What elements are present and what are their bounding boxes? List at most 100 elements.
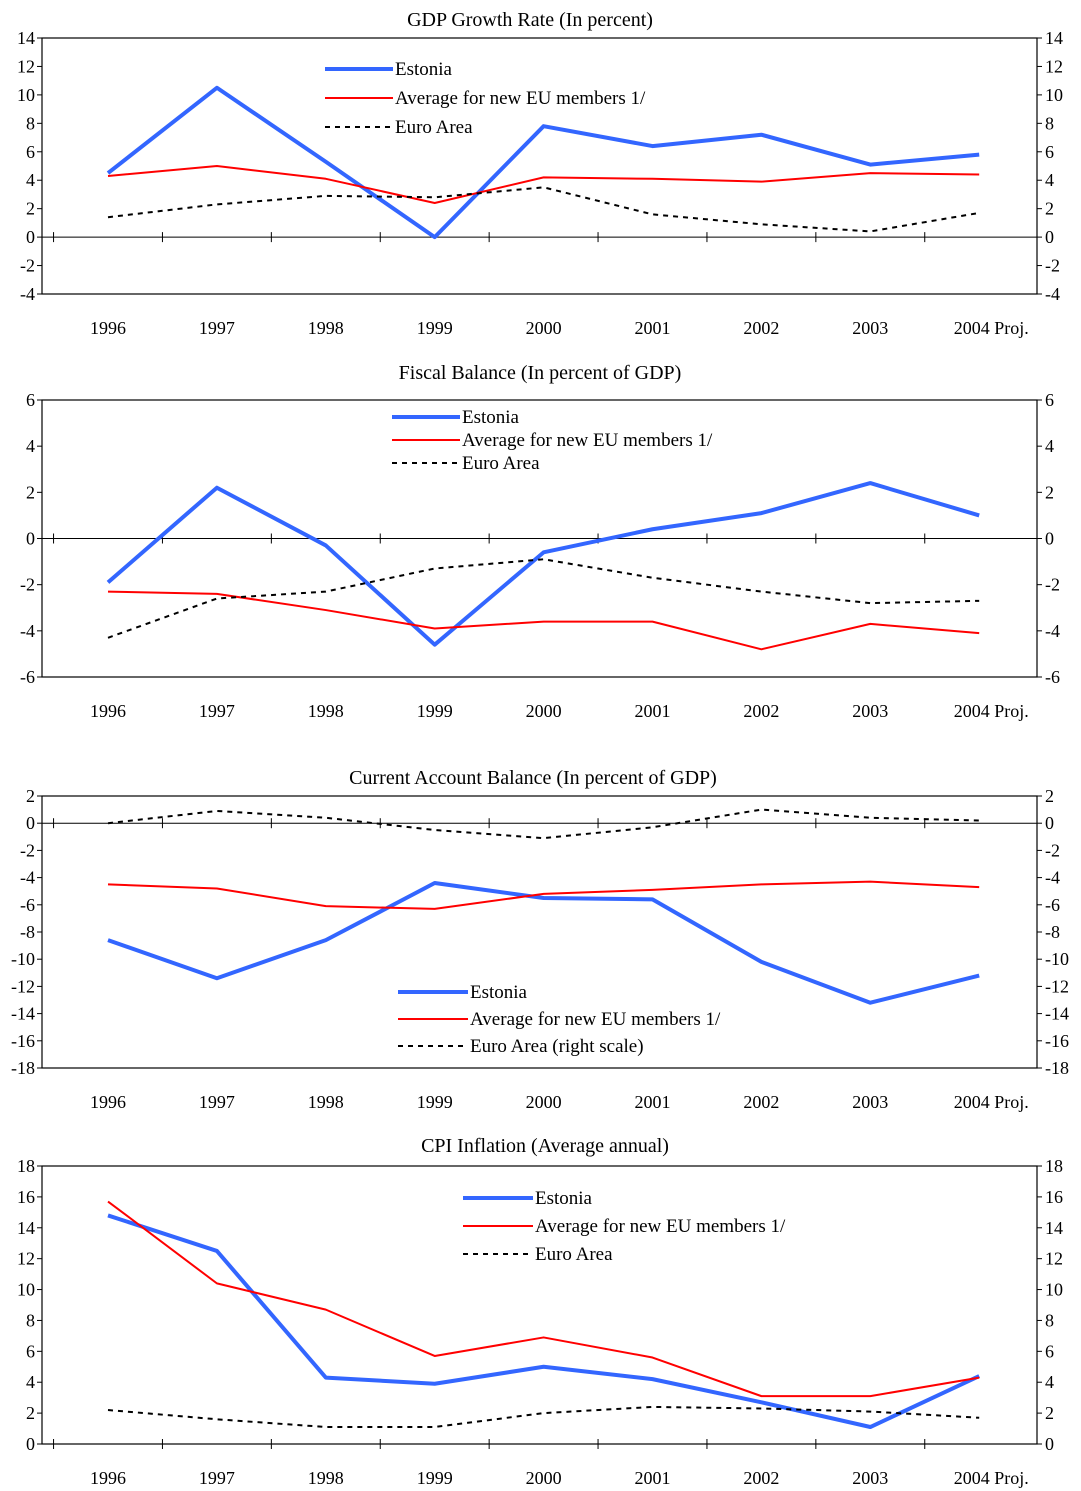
y-tick-label-left: -18 [11,1058,35,1078]
series-line-3 [107,186,980,233]
chart-title: CPI Inflation (Average annual) [421,1135,669,1157]
x-tick-label: 1999 [417,1092,453,1112]
y-tick-label-left: 4 [26,1372,35,1392]
series-line-2 [107,1200,980,1398]
x-tick-label: 2002 [743,318,779,338]
current-account-chart: Current Account Balance (In percent of G… [0,760,1081,1125]
y-tick-label-left: 2 [26,1403,35,1423]
x-tick-label: 2003 [852,318,888,338]
y-tick-label-left: 14 [17,28,35,48]
legend-label-1: Estonia [470,982,528,1003]
legend-label-3: Euro Area [462,453,540,474]
x-tick-label: 1999 [417,1468,453,1488]
x-tick-label: 1996 [90,318,126,338]
plot-frame [41,1165,1038,1445]
y-tick-label-left: 16 [17,1187,35,1207]
x-tick-label: 2001 [635,318,671,338]
x-tick-label: 1999 [417,701,453,721]
y-tick-label-left: 8 [26,1310,35,1330]
plot-frame [41,37,1038,295]
x-tick-label: 2000 [526,701,562,721]
x-tick-label: 2002 [743,701,779,721]
y-tick-label-left: -4 [20,621,35,641]
legend-label-3: Euro Area [395,117,473,138]
y-tick-label-right: 16 [1045,1187,1063,1207]
legend-label-2: Average for new EU members 1/ [535,1216,786,1237]
y-tick-label-left: 10 [17,85,35,105]
series-line-3 [107,558,980,639]
series-line-3 [107,808,980,840]
x-tick-label: 2001 [635,1468,671,1488]
y-tick-label-left: 6 [26,1341,35,1361]
y-tick-label-left: 0 [26,227,35,247]
y-tick-label-left: -16 [11,1031,35,1051]
x-tick-label: 2003 [852,1092,888,1112]
y-tick-label-left: 12 [17,56,35,76]
x-tick-label: 1997 [199,1468,235,1488]
y-tick-label-right: -12 [1045,976,1069,996]
x-tick-label: 2003 [852,701,888,721]
y-tick-label-left: -6 [20,667,35,687]
y-tick-label-left: -14 [11,1004,35,1024]
y-tick-label-left: 0 [26,1434,35,1454]
chart-title: Current Account Balance (In percent of G… [349,767,717,789]
y-tick-label-left: 2 [26,482,35,502]
legend-label-2: Average for new EU members 1/ [395,88,646,109]
y-tick-label-right: -2 [1045,575,1060,595]
legend-label-3: Euro Area [535,1244,613,1265]
y-tick-label-left: -2 [20,575,35,595]
y-tick-label-left: 8 [26,113,35,133]
y-tick-label-left: -4 [20,284,35,304]
y-tick-label-right: 14 [1045,28,1063,48]
y-tick-label-left: 6 [26,390,35,410]
series-line-2 [107,165,980,204]
y-tick-label-left: 0 [26,813,35,833]
y-tick-label-right: 12 [1045,56,1063,76]
y-tick-label-right: -4 [1045,621,1060,641]
y-tick-label-right: -8 [1045,922,1060,942]
x-tick-label: 2001 [635,1092,671,1112]
legend-label-1: Estonia [395,59,453,80]
x-tick-label: 2002 [743,1468,779,1488]
series-line-1 [106,85,980,240]
legend-label-2: Average for new EU members 1/ [470,1009,721,1030]
y-tick-label-right: 0 [1045,813,1054,833]
y-tick-label-left: 14 [17,1218,35,1238]
series-line-2 [107,590,980,651]
y-tick-label-left: -12 [11,976,35,996]
x-tick-label: 2000 [526,1468,562,1488]
series-line-1 [106,481,980,647]
gdp-growth-svg: GDP Growth Rate (In percent) -4 -4 -2 -2 0 0 2 2… [17,9,1063,338]
legend-label-3: Euro Area (right scale) [470,1036,644,1057]
y-tick-label-right: 14 [1045,1218,1063,1238]
y-tick-label-left: 2 [26,199,35,219]
x-tick-label: 2004 Proj. [954,1092,1029,1112]
y-tick-label-left: -4 [20,868,35,888]
y-tick-label-left: 18 [17,1156,35,1176]
y-tick-label-right: 6 [1045,390,1054,410]
chart-title: GDP Growth Rate (In percent) [407,9,653,31]
y-tick-label-right: -14 [1045,1004,1069,1024]
y-tick-label-right: 2 [1045,1403,1054,1423]
x-tick-label: 1999 [417,318,453,338]
legend-label-1: Estonia [535,1188,593,1209]
y-tick-label-right: -4 [1045,868,1060,888]
y-tick-label-left: -8 [20,922,35,942]
y-tick-label-right: -2 [1045,840,1060,860]
fiscal-balance-chart: Fiscal Balance (In percent of GDP) -6 -6 -4… [0,355,1081,725]
gdp-growth-chart: GDP Growth Rate (In percent) -4 -4 -2 -2 0 0 2 2… [0,0,1081,350]
y-tick-label-right: 4 [1045,436,1054,456]
y-tick-label-right: 0 [1045,529,1054,549]
x-tick-label: 2001 [635,701,671,721]
y-tick-label-right: 0 [1045,227,1054,247]
y-tick-label-right: 2 [1045,482,1054,502]
x-tick-label: 1996 [90,701,126,721]
y-tick-label-left: -2 [20,256,35,276]
x-tick-label: 2004 Proj. [954,701,1029,721]
y-tick-label-right: 12 [1045,1249,1063,1269]
x-tick-label: 1998 [308,1468,344,1488]
x-tick-label: 2000 [526,318,562,338]
x-tick-label: 1997 [199,318,235,338]
y-tick-label-right: 10 [1045,85,1063,105]
series-line-2 [107,880,980,910]
